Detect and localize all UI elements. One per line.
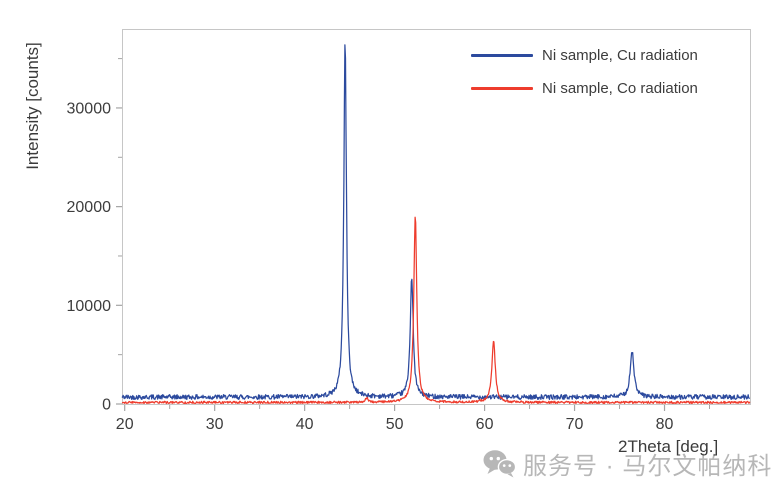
svg-text:20000: 20000: [67, 199, 112, 216]
svg-text:50: 50: [386, 416, 404, 433]
svg-text:30000: 30000: [67, 100, 112, 117]
svg-text:60: 60: [476, 416, 494, 433]
wechat-icon: [483, 450, 516, 478]
legend-item-cu: Ni sample, Cu radiation: [471, 44, 698, 66]
svg-text:80: 80: [656, 416, 674, 433]
y-axis-title: Intensity [counts]: [23, 42, 42, 170]
svg-text:20: 20: [116, 416, 134, 433]
legend-label-co: Ni sample, Co radiation: [542, 79, 698, 97]
svg-text:70: 70: [566, 416, 584, 433]
watermark: 服务号 · 马尔文帕纳科: [483, 446, 772, 481]
legend-line-co-icon: [471, 86, 533, 90]
legend: Ni sample, Cu radiation Ni sample, Co ra…: [471, 44, 698, 110]
legend-label-cu: Ni sample, Cu radiation: [542, 46, 698, 64]
svg-text:30: 30: [206, 416, 224, 433]
watermark-text: 服务号 · 马尔文帕纳科: [523, 453, 773, 480]
x-axis-title: 2Theta [deg.]: [618, 437, 719, 456]
svg-text:10000: 10000: [67, 298, 112, 315]
svg-text:40: 40: [296, 416, 314, 433]
legend-line-cu-icon: [471, 53, 533, 57]
svg-text:0: 0: [102, 397, 111, 414]
legend-item-co: Ni sample, Co radiation: [471, 77, 698, 99]
